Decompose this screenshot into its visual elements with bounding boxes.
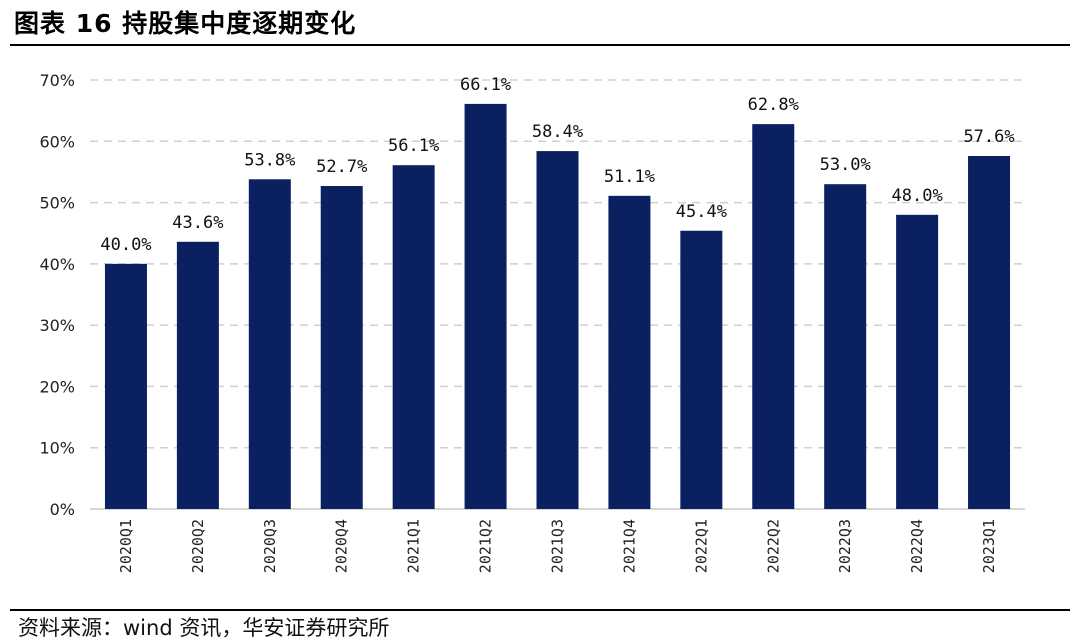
bar xyxy=(392,165,435,510)
y-tick-label: 10% xyxy=(39,439,75,458)
bar xyxy=(536,151,579,509)
data-label: 56.1% xyxy=(388,136,439,156)
data-label: 52.7% xyxy=(316,157,367,177)
bar xyxy=(608,195,651,509)
category-label: 2020Q4 xyxy=(333,519,351,573)
category-label: 2021Q2 xyxy=(477,519,495,573)
category-label: 2022Q4 xyxy=(908,519,926,573)
source-note: 资料来源：wind 资讯，华安证券研究所 xyxy=(18,616,390,640)
bar xyxy=(104,263,147,509)
category-label: 2022Q1 xyxy=(692,519,710,573)
y-tick-label: 60% xyxy=(39,132,75,151)
category-label: 2021Q4 xyxy=(620,519,638,573)
category-label: 2022Q2 xyxy=(764,519,782,573)
data-label: 53.0% xyxy=(820,155,871,175)
data-label: 58.4% xyxy=(532,122,583,142)
data-label: 51.1% xyxy=(604,167,655,187)
category-label: 2021Q1 xyxy=(405,519,423,573)
y-tick-label: 50% xyxy=(39,194,75,213)
data-label: 43.6% xyxy=(172,213,223,233)
data-label: 57.6% xyxy=(963,127,1014,147)
category-label: 2021Q3 xyxy=(549,519,567,573)
y-tick-label: 30% xyxy=(39,316,75,335)
y-tick-label: 40% xyxy=(39,255,75,274)
bar xyxy=(248,179,291,510)
bottom-rule xyxy=(10,609,1070,611)
y-tick-label: 0% xyxy=(50,500,75,519)
top-rule xyxy=(10,44,1070,46)
category-label: 2023Q1 xyxy=(980,519,998,573)
y-tick-label: 70% xyxy=(39,71,75,90)
chart-title: 图表 16 持股集中度逐期变化 xyxy=(14,9,357,38)
category-label: 2020Q3 xyxy=(261,519,279,573)
bar xyxy=(824,184,867,509)
data-label: 40.0% xyxy=(100,235,151,255)
y-tick-label: 20% xyxy=(39,377,75,396)
bar xyxy=(968,155,1011,509)
data-label: 53.8% xyxy=(244,150,295,170)
bar xyxy=(464,103,507,509)
bar-chart: 0% 10% 20% 30% 40% 50% 60% 70% 40.0% 2020Q1 43.6% 2… xyxy=(39,71,1025,573)
bar xyxy=(680,230,723,509)
bar xyxy=(320,186,363,509)
data-label: 62.8% xyxy=(748,95,799,115)
category-label: 2020Q2 xyxy=(189,519,207,573)
bar xyxy=(752,124,795,509)
data-label: 66.1% xyxy=(460,75,511,95)
category-label: 2020Q1 xyxy=(117,519,135,573)
bar xyxy=(896,214,939,510)
category-label: 2022Q3 xyxy=(836,519,854,573)
bar xyxy=(176,241,219,509)
data-label: 48.0% xyxy=(892,186,943,206)
data-label: 45.4% xyxy=(676,202,727,222)
